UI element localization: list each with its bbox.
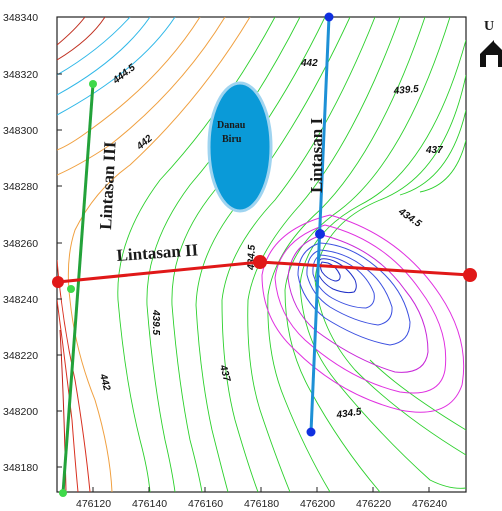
x-tick-label: 476140 [132, 498, 167, 510]
contour-label: 437 [217, 363, 232, 383]
y-tick-label: 348240 [3, 294, 38, 306]
x-tick-label: 476160 [188, 498, 223, 510]
y-tick-label: 348200 [3, 406, 38, 418]
line-1-endpoint [306, 427, 316, 437]
contour-label: 439.5 [392, 84, 419, 97]
line-3-label: Lintasan III [96, 141, 120, 231]
contour-label: 434.5 [246, 244, 258, 271]
contour-label: 442 [97, 372, 112, 392]
y-tick-label: 348320 [3, 69, 38, 81]
x-axis: 476120 476140 476160 476180 476200 47622… [76, 487, 447, 510]
contour-label: 437 [425, 145, 443, 156]
y-tick-label: 348260 [3, 238, 38, 250]
lake-label-line2: Biru [222, 134, 242, 145]
x-tick-label: 476220 [356, 498, 391, 510]
north-label: U [484, 19, 494, 34]
contour-label: 439.5 [150, 309, 161, 335]
contour-label: 442 [300, 58, 318, 69]
lake [207, 81, 273, 213]
y-tick-label: 348180 [3, 462, 38, 474]
y-tick-label: 348220 [3, 350, 38, 362]
north-arrow-icon [480, 40, 502, 67]
y-tick-label: 348280 [3, 181, 38, 193]
line-3-endpoint [89, 80, 97, 88]
x-tick-label: 476200 [300, 498, 335, 510]
line-2-endpoint [52, 276, 64, 288]
line-1-endpoint [324, 12, 334, 22]
north-arrow: U [480, 19, 502, 67]
contour-label: 434.5 [335, 407, 363, 422]
x-tick-label: 476120 [76, 498, 111, 510]
line-2-endpoint [463, 268, 477, 282]
x-tick-label: 476180 [244, 498, 279, 510]
y-axis: 348340 348320 348300 348280 348260 34824… [3, 12, 62, 474]
y-tick-label: 348340 [3, 12, 38, 24]
plot-area [56, 16, 467, 493]
line-3 [61, 83, 95, 494]
line-1 [309, 16, 331, 433]
line-2-endpoint [253, 255, 267, 269]
lake-label-line1: Danau [217, 120, 246, 131]
line-3-endpoint [59, 489, 67, 497]
line-1-endpoint [315, 229, 325, 239]
y-tick-label: 348300 [3, 125, 38, 137]
line-3-endpoint [67, 285, 75, 293]
line-1-label: Lintasan I [307, 118, 326, 193]
x-tick-label: 476240 [412, 498, 447, 510]
